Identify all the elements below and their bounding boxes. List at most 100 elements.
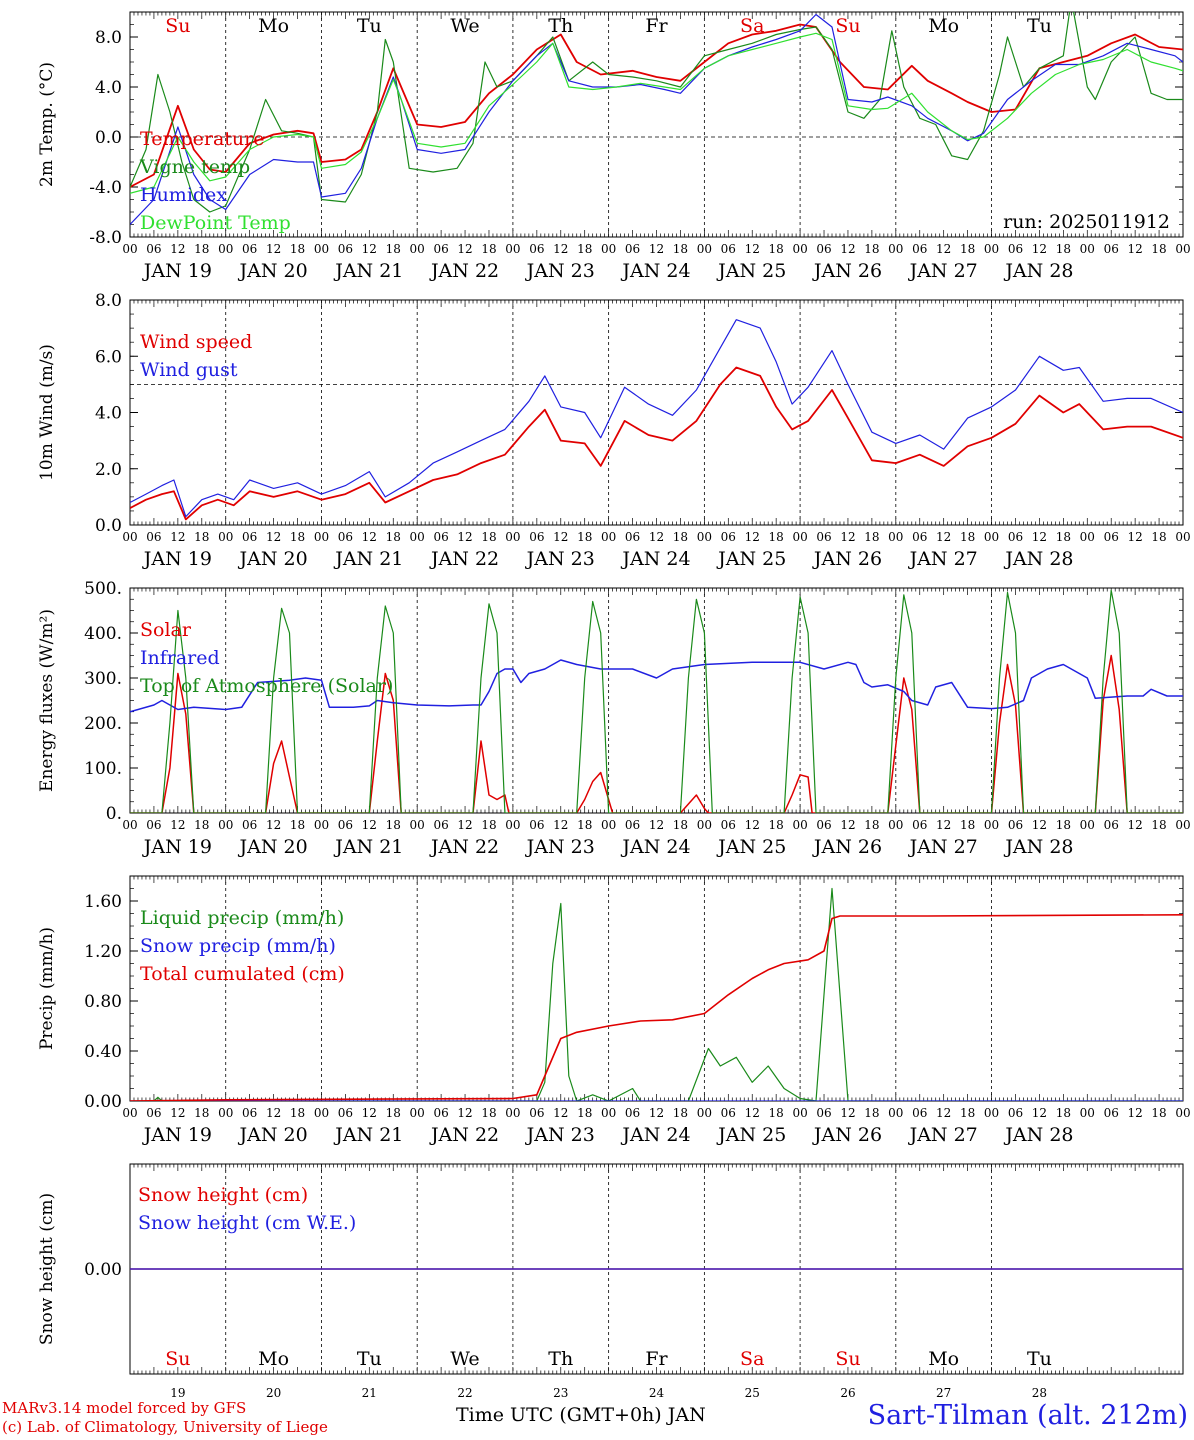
day-label: JAN 20 — [237, 548, 307, 570]
day-label: JAN 19 — [142, 548, 212, 570]
weekday-label-top: Tu — [1027, 15, 1052, 37]
y-tick-label: 8.0 — [95, 291, 122, 311]
hour-tick-label: 06 — [1008, 1106, 1023, 1120]
day-label: JAN 22 — [429, 548, 499, 570]
weekday-label-top: Mo — [258, 15, 289, 37]
day-label: JAN 21 — [333, 548, 403, 570]
day-label: JAN 28 — [1003, 260, 1073, 282]
weekday-label-bottom: Su — [165, 1348, 190, 1370]
hour-tick-label: 06 — [242, 818, 257, 832]
plot-frame — [129, 11, 1184, 238]
day-number-label: 27 — [936, 1386, 951, 1400]
hour-tick-label: 18 — [386, 242, 401, 256]
hour-tick-label: 00 — [697, 818, 712, 832]
y-tick-label: 0.0 — [95, 128, 122, 148]
hour-tick-label: 00 — [505, 818, 520, 832]
hour-tick-label: 06 — [433, 1106, 448, 1120]
hour-tick-label: 18 — [290, 242, 305, 256]
hour-tick-label: 06 — [338, 1106, 353, 1120]
panel-1: -8.0 -4.0 0.0 4.0 8.0 2m Temp. (°C) Temperatur… — [37, 11, 1191, 282]
hour-tick-label: 18 — [194, 1106, 209, 1120]
hour-tick-label: 18 — [1056, 242, 1071, 256]
panel-2: 0.0 2.0 4.0 6.0 8.0 10m Wind (m/s) Wind speed W… — [37, 291, 1191, 570]
hour-tick-label: 06 — [338, 818, 353, 832]
day-label: JAN 20 — [237, 836, 307, 858]
x-axis-title: Time UTC (GMT+0h) JAN — [456, 1404, 706, 1426]
hour-tick-label: 18 — [864, 242, 879, 256]
hour-tick-label: 06 — [433, 530, 448, 544]
series-group — [130, 319, 1183, 521]
weekday-label-bottom: Su — [835, 1348, 860, 1370]
hour-tick-label: 18 — [577, 1106, 592, 1120]
hour-tick-label: 06 — [1104, 1106, 1119, 1120]
y-tick-label: 1.60 — [84, 892, 122, 912]
hour-tick-label: 18 — [864, 530, 879, 544]
hour-tick-label: 00 — [888, 242, 903, 256]
credit-line-1: MARv3.14 model forced by GFS — [2, 1399, 247, 1417]
weekday-label-bottom: Tu — [1027, 1348, 1052, 1370]
hour-tick-label: 00 — [1080, 242, 1095, 256]
legend-entry: Snow height (cm) — [138, 1184, 308, 1206]
hour-tick-label: 00 — [122, 1106, 137, 1120]
hour-tick-label: 06 — [1104, 530, 1119, 544]
hour-tick-label: 06 — [816, 530, 831, 544]
legend-entry: Liquid precip (mm/h) — [140, 907, 344, 929]
station-name: Sart-Tilman (alt. 212m) — [867, 1400, 1188, 1431]
hour-tick-label: 06 — [816, 818, 831, 832]
hour-tick-label: 12 — [745, 242, 760, 256]
panel-3: 0. 100. 200. 300. 400. 500. Energy fluxes (W/m… — [37, 579, 1191, 858]
weekday-label-bottom: Tu — [357, 1348, 382, 1370]
hour-tick-label: 18 — [577, 818, 592, 832]
y-tick-label: 8.0 — [95, 28, 122, 48]
hour-tick-label: 06 — [529, 242, 544, 256]
day-label: JAN 24 — [620, 1124, 690, 1146]
hour-tick-label: 00 — [314, 242, 329, 256]
day-label: JAN 22 — [429, 1124, 499, 1146]
hour-tick-label: 12 — [362, 530, 377, 544]
hour-tick-label: 12 — [553, 1106, 568, 1120]
hour-tick-label: 00 — [984, 818, 999, 832]
weekday-label-top: Su — [835, 15, 860, 37]
hour-tick-label: 00 — [1080, 1106, 1095, 1120]
y-axis-label: Snow height (cm) — [37, 1193, 57, 1345]
y-axis-label: 10m Wind (m/s) — [37, 344, 57, 481]
hour-tick-label: 06 — [433, 242, 448, 256]
hour-tick-label: 00 — [122, 818, 137, 832]
day-number-label: 20 — [266, 1386, 281, 1400]
hour-tick-label: 12 — [840, 530, 855, 544]
y-tick-label: 100. — [84, 759, 122, 779]
day-label: JAN 23 — [525, 260, 595, 282]
day-label: JAN 27 — [908, 836, 978, 858]
hour-tick-label: 18 — [290, 1106, 305, 1120]
weekday-label-bottom: Fr — [645, 1348, 668, 1370]
legend-entry: Snow precip (mm/h) — [140, 935, 336, 957]
hour-tick-label: 06 — [625, 818, 640, 832]
hour-tick-label: 00 — [410, 242, 425, 256]
day-label: JAN 22 — [429, 836, 499, 858]
weekday-label-bottom: Th — [548, 1348, 573, 1370]
hour-tick-label: 18 — [1151, 242, 1166, 256]
weekday-label-top: Tu — [357, 15, 382, 37]
hour-tick-label: 12 — [457, 242, 472, 256]
day-label: JAN 28 — [1003, 1124, 1073, 1146]
hour-tick-label: 12 — [362, 1106, 377, 1120]
weekday-label-bottom: We — [450, 1348, 479, 1370]
y-tick-label: 1.20 — [84, 942, 122, 962]
hour-tick-label: 00 — [601, 1106, 616, 1120]
hour-tick-label: 06 — [721, 818, 736, 832]
hour-tick-label: 00 — [410, 530, 425, 544]
hour-tick-label: 18 — [960, 818, 975, 832]
hour-tick-label: 18 — [481, 1106, 496, 1120]
hour-tick-label: 00 — [1175, 1106, 1190, 1120]
y-tick-label: 200. — [84, 714, 122, 734]
hour-tick-label: 18 — [194, 242, 209, 256]
hour-tick-label: 18 — [769, 530, 784, 544]
day-label: JAN 26 — [812, 260, 882, 282]
hour-tick-label: 18 — [769, 818, 784, 832]
hour-tick-label: 18 — [769, 1106, 784, 1120]
hour-tick-label: 06 — [625, 242, 640, 256]
y-tick-label: 4.0 — [95, 404, 122, 424]
hour-tick-label: 18 — [960, 1106, 975, 1120]
legend-entry: Solar — [140, 619, 192, 641]
hour-tick-label: 12 — [362, 242, 377, 256]
